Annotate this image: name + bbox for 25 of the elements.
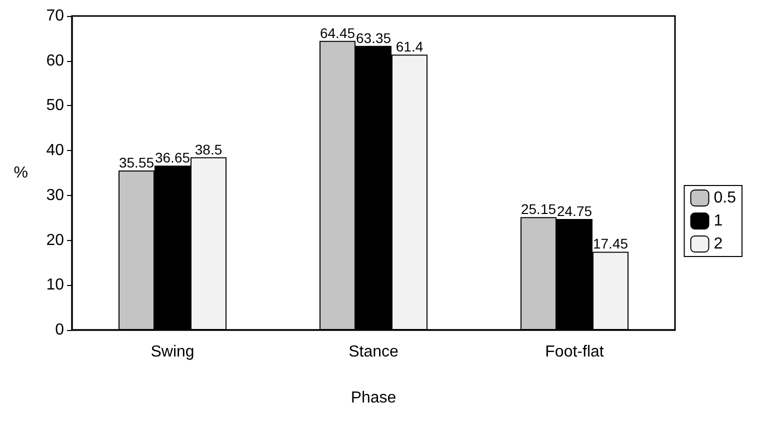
y-tick-label: 10 — [46, 276, 64, 294]
x-axis-title: Phase — [350, 390, 396, 406]
x-tick-label: Swing — [150, 344, 194, 360]
y-tick-label: 40 — [46, 142, 64, 160]
y-tick-label: 70 — [46, 8, 64, 24]
data-label: 61.4 — [396, 38, 424, 55]
y-tick-label: 20 — [46, 232, 64, 249]
y-axis-title: % — [14, 164, 28, 182]
legend-label: 2 — [714, 236, 723, 252]
legend-label: 1 — [714, 212, 723, 230]
data-label: 17.45 — [592, 236, 628, 252]
data-label: 25.15 — [520, 201, 556, 218]
data-label: 38.5 — [194, 141, 222, 158]
data-label: 36.65 — [154, 150, 190, 166]
y-tick-label: 0 — [55, 322, 64, 338]
y-tick-label: 60 — [46, 52, 64, 70]
x-tick-label: Foot-flat — [545, 344, 604, 360]
x-tick-label: Stance — [348, 344, 399, 360]
data-label: 35.55 — [118, 154, 154, 171]
legend-label: 0.5 — [714, 190, 736, 206]
data-label: 24.75 — [556, 202, 592, 219]
data-label: 63.35 — [356, 30, 392, 46]
data-label: 64.45 — [320, 24, 356, 41]
y-tick-label: 30 — [46, 186, 64, 204]
y-tick-label: 50 — [46, 97, 64, 114]
